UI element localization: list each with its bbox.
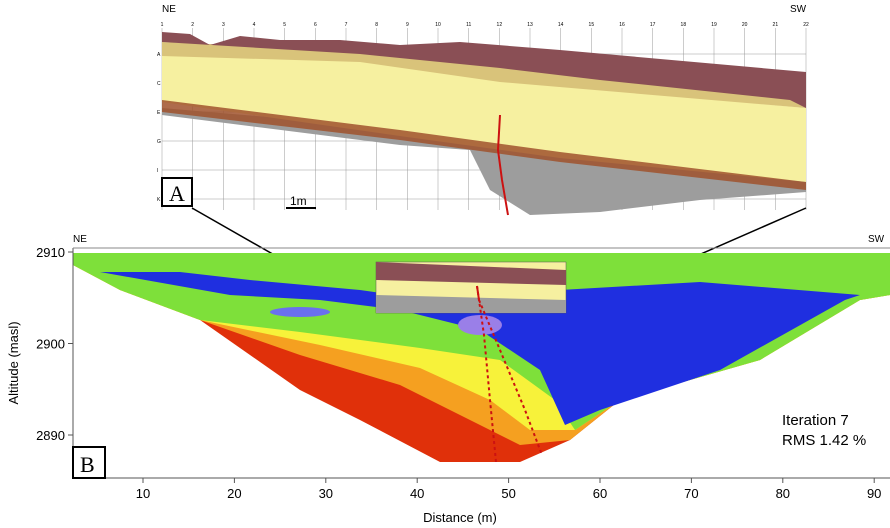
column-label: 18 bbox=[681, 22, 687, 28]
x-tick-label: 70 bbox=[684, 486, 698, 501]
resistivity-low bbox=[100, 272, 860, 425]
x-tick-label: 40 bbox=[410, 486, 424, 501]
column-label: 9 bbox=[406, 22, 409, 28]
column-label: 3 bbox=[222, 22, 225, 28]
panel-b-label-box bbox=[72, 446, 106, 479]
fault-trace-1 bbox=[476, 285, 497, 463]
panel-a-sw-label: SW bbox=[790, 4, 807, 15]
x-tick-label: 50 bbox=[501, 486, 515, 501]
column-label: 11 bbox=[466, 22, 471, 28]
y-tick-label: 2900 bbox=[36, 337, 65, 352]
column-label: 20 bbox=[742, 22, 748, 28]
column-label: 12 bbox=[497, 22, 503, 28]
row-label: K bbox=[157, 197, 161, 203]
resistivity-very-low bbox=[458, 315, 502, 335]
y-tick-label: 2910 bbox=[36, 245, 65, 260]
fault-solid bbox=[476, 285, 480, 301]
column-label: 13 bbox=[527, 22, 533, 28]
fault-line bbox=[496, 114, 509, 216]
x-tick-label: 90 bbox=[867, 486, 881, 501]
column-label: 22 bbox=[803, 22, 809, 28]
panel-a-cross-section: NE SW 1 2 3 4 5 6 7 8 9 10 11 12 13 14 15 16 17 18 19 20 21 2… bbox=[157, 4, 809, 216]
column-label: 8 bbox=[375, 22, 378, 28]
panel-b-label: B bbox=[80, 452, 95, 477]
panel-b-resistivity-section: NE SW 10 20 30 40 50 60 70 80 90 2910 2900 2890 Alt… bbox=[6, 234, 890, 525]
column-label: 14 bbox=[558, 22, 564, 28]
row-label: I bbox=[157, 168, 158, 174]
inset-gravel bbox=[376, 295, 566, 313]
column-label: 1 bbox=[161, 22, 164, 28]
column-label: 2 bbox=[191, 22, 194, 28]
row-label: E bbox=[157, 110, 161, 116]
x-tick-label: 20 bbox=[227, 486, 241, 501]
column-label: 16 bbox=[619, 22, 625, 28]
column-label: 17 bbox=[650, 22, 656, 28]
column-label: 4 bbox=[253, 22, 256, 28]
panel-a-label: A bbox=[169, 181, 185, 206]
x-axis-label: Distance (m) bbox=[423, 510, 497, 525]
axis-ticks: 10 20 30 40 50 60 70 80 90 2910 2900 2890 bbox=[36, 245, 881, 501]
clay-band bbox=[162, 100, 806, 190]
column-label: 7 bbox=[345, 22, 348, 28]
fault-trace-2 bbox=[478, 299, 543, 456]
panel-b-ne-label: NE bbox=[73, 234, 87, 245]
soil-layer bbox=[162, 32, 806, 108]
column-label: 5 bbox=[283, 22, 286, 28]
row-label: A bbox=[157, 52, 161, 58]
gravel-layer bbox=[162, 108, 806, 215]
loess-layer bbox=[162, 50, 806, 182]
panel-b-sw-label: SW bbox=[868, 234, 885, 245]
panel-a-label-box bbox=[161, 177, 193, 207]
column-label: 15 bbox=[589, 22, 595, 28]
resistivity-low-lens bbox=[270, 307, 330, 317]
iteration-text: Iteration 7 bbox=[782, 412, 849, 429]
sand-layer bbox=[162, 42, 806, 108]
y-axis-label: Altitude (masl) bbox=[6, 321, 21, 404]
row-label: C bbox=[157, 81, 161, 87]
scale-bar-label: 1m bbox=[290, 194, 307, 208]
x-tick-label: 10 bbox=[136, 486, 150, 501]
y-tick-label: 2890 bbox=[36, 428, 65, 443]
row-label: G bbox=[157, 139, 161, 145]
x-tick-label: 80 bbox=[776, 486, 790, 501]
column-label: 19 bbox=[711, 22, 717, 28]
panel-a-ne-label: NE bbox=[162, 4, 176, 15]
rms-text: RMS 1.42 % bbox=[782, 432, 866, 449]
x-tick-label: 60 bbox=[593, 486, 607, 501]
x-tick-label: 30 bbox=[319, 486, 333, 501]
inset-soil bbox=[376, 262, 566, 285]
column-label: 21 bbox=[773, 22, 779, 28]
column-label: 6 bbox=[314, 22, 317, 28]
column-label: 10 bbox=[435, 22, 441, 28]
